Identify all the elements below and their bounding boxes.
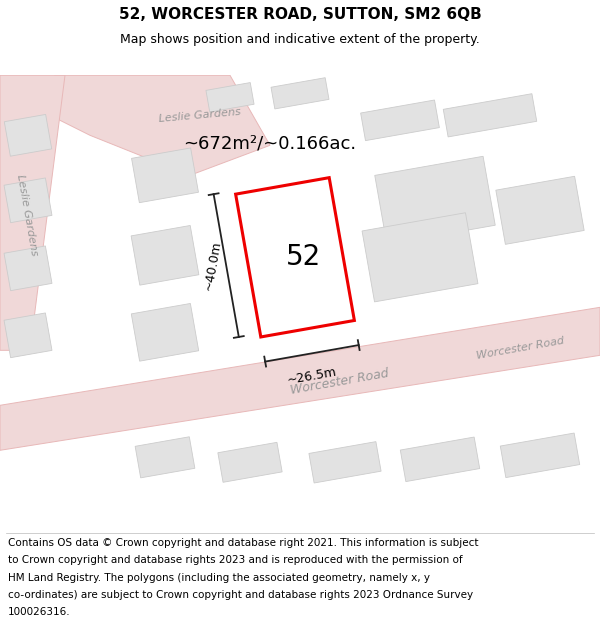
Polygon shape — [30, 75, 270, 175]
Text: Contains OS data © Crown copyright and database right 2021. This information is : Contains OS data © Crown copyright and d… — [8, 538, 478, 548]
Text: co-ordinates) are subject to Crown copyright and database rights 2023 Ordnance S: co-ordinates) are subject to Crown copyr… — [8, 590, 473, 600]
Polygon shape — [443, 94, 537, 137]
Polygon shape — [135, 437, 195, 478]
Text: Leslie Gardens: Leslie Gardens — [158, 107, 241, 124]
Text: Map shows position and indicative extent of the property.: Map shows position and indicative extent… — [120, 33, 480, 46]
Text: 100026316.: 100026316. — [8, 608, 70, 618]
Polygon shape — [271, 78, 329, 109]
Text: Worcester Road: Worcester Road — [475, 336, 565, 361]
Polygon shape — [131, 304, 199, 361]
Text: ~672m²/~0.166ac.: ~672m²/~0.166ac. — [184, 134, 356, 152]
Text: HM Land Registry. The polygons (including the associated geometry, namely x, y: HM Land Registry. The polygons (includin… — [8, 572, 430, 582]
Text: Worcester Road: Worcester Road — [290, 368, 390, 398]
Polygon shape — [4, 246, 52, 291]
Polygon shape — [236, 177, 355, 337]
Polygon shape — [0, 308, 600, 450]
Text: 52, WORCESTER ROAD, SUTTON, SM2 6QB: 52, WORCESTER ROAD, SUTTON, SM2 6QB — [119, 7, 481, 22]
Text: ~26.5m: ~26.5m — [286, 366, 338, 387]
Polygon shape — [0, 75, 65, 350]
Polygon shape — [4, 313, 52, 358]
Polygon shape — [4, 114, 52, 156]
Polygon shape — [206, 82, 254, 112]
Text: 52: 52 — [286, 243, 320, 271]
Polygon shape — [496, 176, 584, 244]
Polygon shape — [375, 156, 495, 244]
Polygon shape — [500, 433, 580, 478]
Polygon shape — [362, 213, 478, 302]
Polygon shape — [131, 148, 199, 202]
Polygon shape — [218, 442, 282, 483]
Polygon shape — [4, 178, 52, 222]
Polygon shape — [309, 442, 381, 483]
Text: to Crown copyright and database rights 2023 and is reproduced with the permissio: to Crown copyright and database rights 2… — [8, 556, 463, 566]
Polygon shape — [361, 100, 439, 141]
Text: ~40.0m: ~40.0m — [202, 239, 223, 291]
Polygon shape — [131, 226, 199, 285]
Polygon shape — [400, 437, 480, 482]
Text: Leslie Gardens: Leslie Gardens — [15, 174, 39, 257]
